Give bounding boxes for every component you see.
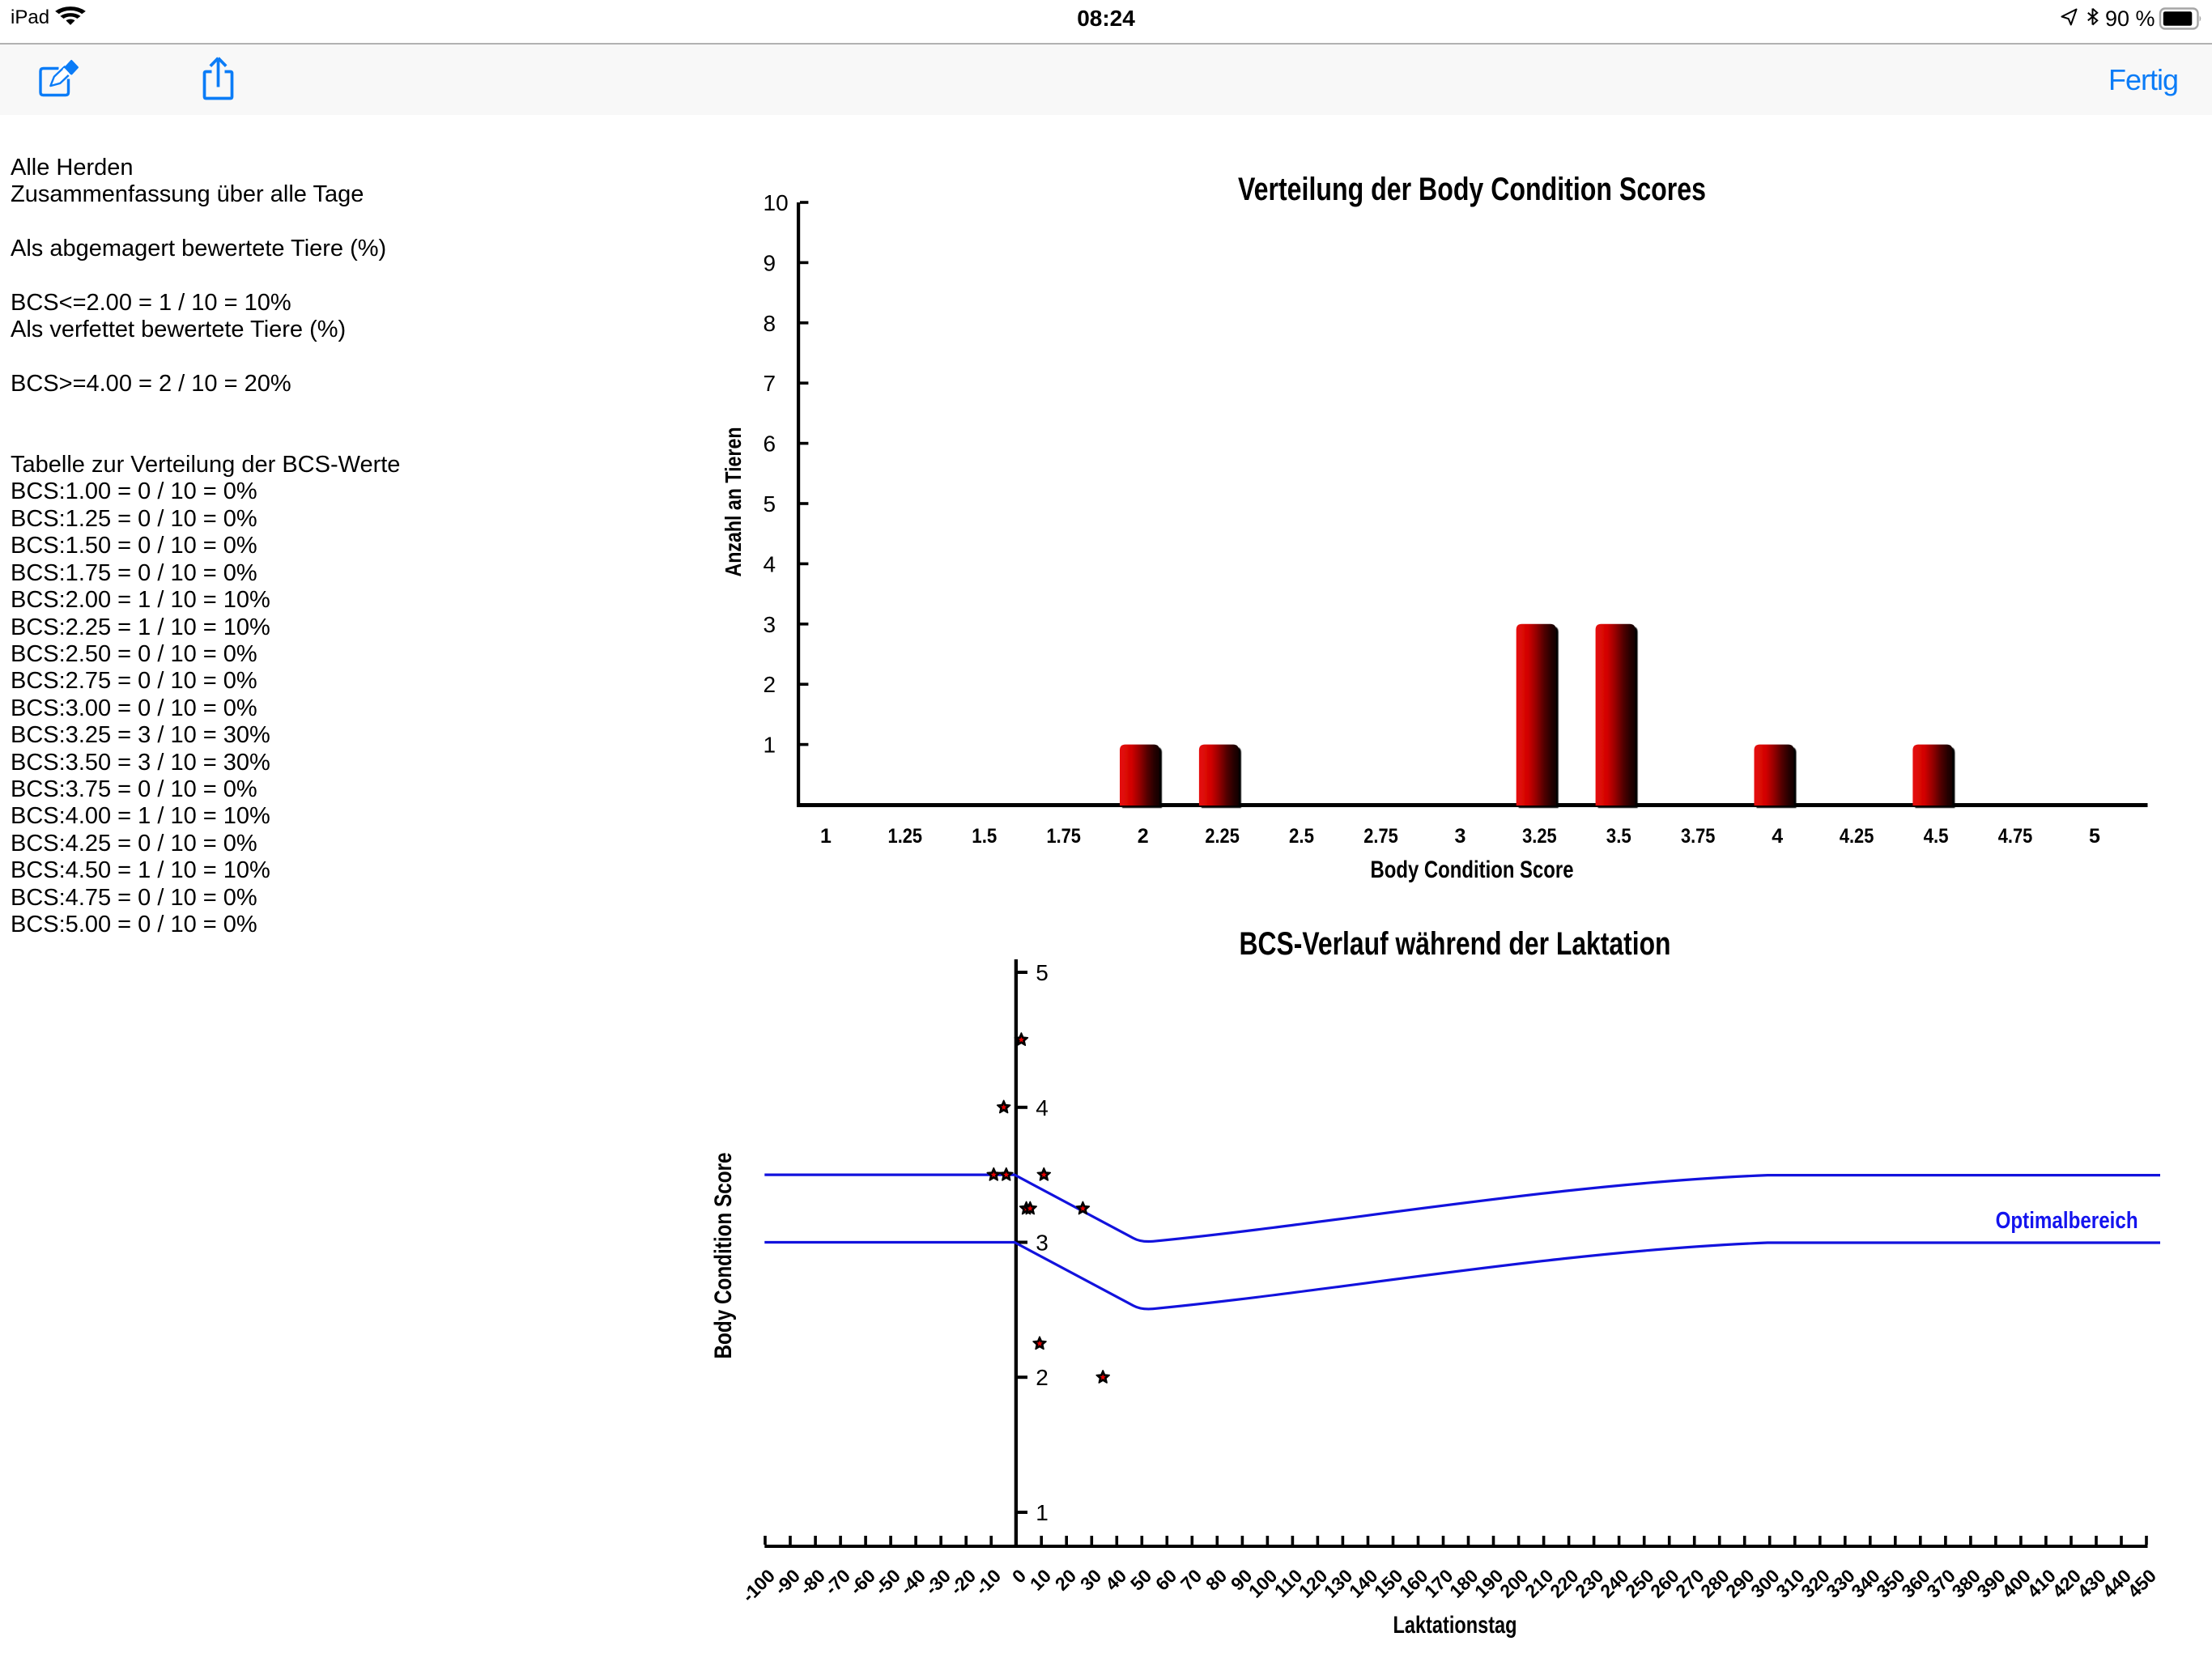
svg-text:1: 1 <box>820 825 832 848</box>
svg-text:0: 0 <box>1008 1565 1030 1587</box>
svg-text:3: 3 <box>764 612 776 637</box>
svg-text:4: 4 <box>1036 1095 1049 1120</box>
svg-text:8: 8 <box>764 311 776 336</box>
svg-text:2: 2 <box>1036 1365 1049 1390</box>
svg-text:-10: -10 <box>971 1565 1005 1599</box>
svg-text:Laktationstag: Laktationstag <box>1393 1612 1517 1639</box>
svg-text:6: 6 <box>764 432 776 457</box>
svg-text:3.75: 3.75 <box>1681 825 1716 848</box>
svg-text:7: 7 <box>764 371 776 396</box>
svg-text:Verteilung der Body Condition: Verteilung der Body Condition Scores <box>1238 172 1706 207</box>
svg-text:450: 450 <box>2124 1565 2161 1602</box>
svg-text:2.75: 2.75 <box>1363 825 1398 848</box>
svg-text:1.25: 1.25 <box>888 825 923 848</box>
svg-text:10: 10 <box>764 190 789 215</box>
svg-text:Anzahl an Tieren: Anzahl an Tieren <box>721 427 746 577</box>
svg-text:5: 5 <box>1036 960 1049 985</box>
svg-text:Body Condition Score: Body Condition Score <box>1371 857 1574 883</box>
svg-text:4.75: 4.75 <box>1998 825 2033 848</box>
svg-text:2.25: 2.25 <box>1205 825 1240 848</box>
svg-text:Optimalbereich: Optimalbereich <box>1996 1208 2138 1234</box>
svg-text:4: 4 <box>1772 825 1783 848</box>
svg-text:3.5: 3.5 <box>1606 825 1631 848</box>
svg-text:4.25: 4.25 <box>1840 825 1874 848</box>
svg-text:3.25: 3.25 <box>1522 825 1557 848</box>
svg-text:1.5: 1.5 <box>972 825 997 848</box>
svg-text:2: 2 <box>764 672 776 697</box>
svg-text:3: 3 <box>1454 825 1465 848</box>
svg-text:9: 9 <box>764 250 776 275</box>
svg-text:1: 1 <box>1036 1500 1049 1525</box>
svg-text:5: 5 <box>2089 825 2100 848</box>
svg-text:BCS-Verlauf während der Laktat: BCS-Verlauf während der Laktation <box>1240 926 1671 962</box>
svg-text:4.5: 4.5 <box>1924 825 1949 848</box>
svg-text:2: 2 <box>1138 825 1149 848</box>
svg-text:1: 1 <box>764 733 776 758</box>
svg-text:3: 3 <box>1036 1231 1049 1256</box>
svg-text:Body Condition Score: Body Condition Score <box>710 1153 737 1359</box>
svg-text:4: 4 <box>764 551 776 576</box>
svg-text:1.75: 1.75 <box>1046 825 1081 848</box>
svg-text:5: 5 <box>764 491 776 517</box>
svg-text:2.5: 2.5 <box>1289 825 1314 848</box>
